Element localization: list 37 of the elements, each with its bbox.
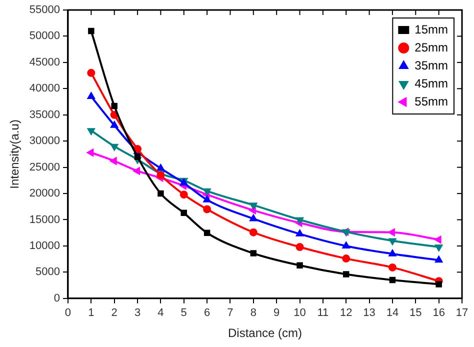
legend-label: 45mm [414, 76, 448, 90]
y-tick-label: 0 [54, 292, 60, 304]
x-tick-label: 2 [111, 307, 118, 320]
x-tick-label: 16 [432, 307, 445, 320]
y-tick-label: 25000 [29, 161, 60, 174]
y-tick-label: 30000 [29, 135, 60, 148]
x-tick-label: 7 [227, 307, 234, 320]
x-tick-label: 5 [180, 307, 187, 320]
y-tick-label: 15000 [29, 214, 60, 226]
legend-label: 15mm [414, 22, 448, 36]
y-tick-label: 55000 [29, 4, 60, 16]
x-tick-label: 9 [274, 307, 280, 320]
y-tick-label: 45000 [29, 56, 60, 68]
x-tick-label: 14 [386, 307, 399, 320]
x-tick-label: 13 [363, 307, 376, 320]
x-tick-label: 12 [340, 307, 352, 320]
x-tick-label: 0 [64, 307, 72, 320]
legend-label: 55mm [414, 94, 448, 108]
x-tick-label: 15 [410, 307, 422, 320]
y-tick-label: 5000 [36, 266, 60, 278]
x-tick-label: 11 [317, 307, 329, 320]
x-tick-label: 8 [250, 307, 256, 320]
y-axis-title: Intensity(a.u) [8, 120, 22, 189]
x-tick-label: 3 [134, 307, 141, 320]
legend-label: 35mm [414, 58, 448, 72]
y-tick-label: 35000 [29, 108, 60, 121]
y-tick-label: 10000 [29, 240, 60, 252]
x-tick-label: 10 [294, 307, 306, 320]
y-tick-label: 50000 [29, 30, 60, 42]
x-tick-label: 6 [204, 307, 210, 320]
y-tick-label: 40000 [29, 82, 60, 95]
x-axis-title: Distance (cm) [228, 326, 302, 340]
y-tick-label: 20000 [29, 188, 60, 200]
legend-label: 25mm [414, 40, 448, 54]
x-tick-label: 17 [456, 307, 468, 320]
x-tick-label: 4 [158, 307, 164, 320]
x-tick-label: 1 [88, 307, 94, 320]
